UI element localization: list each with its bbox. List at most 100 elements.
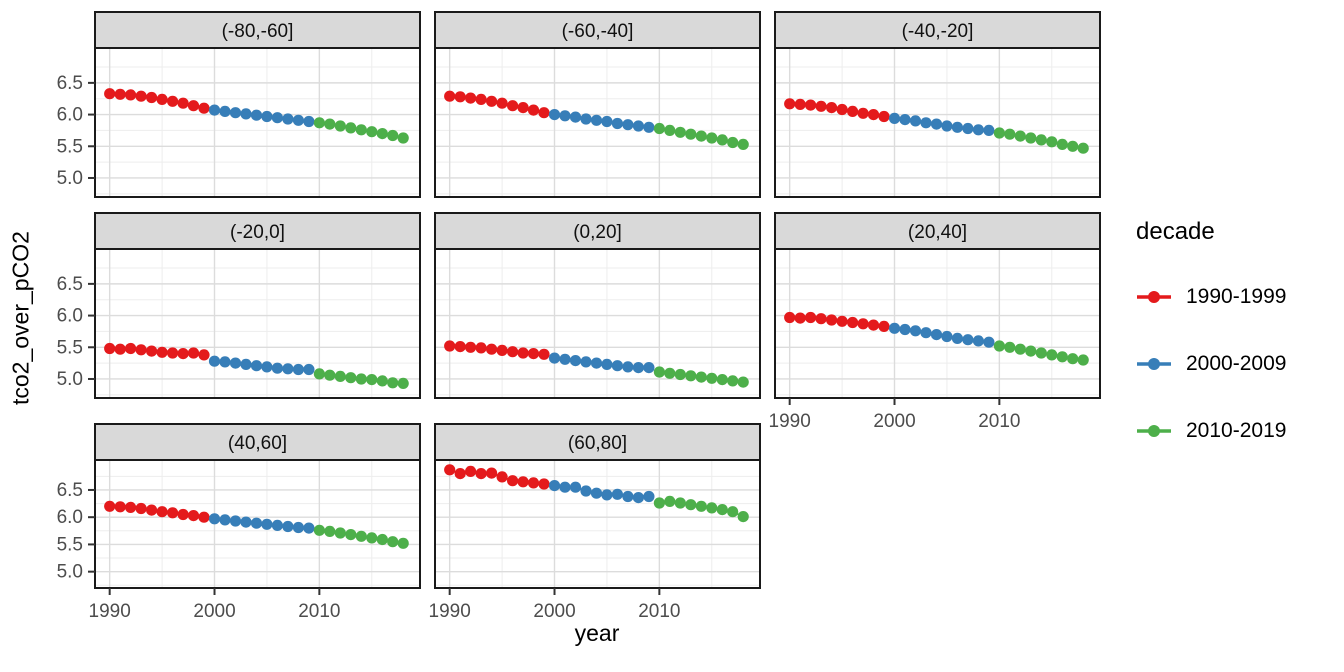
data-point: [187, 347, 200, 359]
series-2000-2009: [208, 355, 315, 376]
data-point: [664, 495, 676, 507]
facet-strip-label: (60,80]: [568, 433, 627, 454]
data-point: [611, 360, 624, 372]
data-point: [496, 344, 508, 356]
data-point: [376, 533, 388, 546]
data-point: [1056, 138, 1068, 150]
data-point: [135, 90, 147, 102]
data-point: [622, 119, 634, 131]
data-point: [909, 115, 922, 127]
data-point: [506, 475, 519, 487]
series-2010-2019: [313, 117, 409, 144]
series-2010-2019: [653, 495, 749, 523]
data-point: [334, 527, 346, 539]
data-point: [104, 88, 116, 100]
data-point: [366, 126, 378, 138]
x-tick-label: 2010: [298, 601, 340, 622]
data-point: [475, 93, 487, 105]
data-point: [622, 361, 634, 373]
data-point: [878, 110, 890, 123]
y-axis-title: tco2_over_pCO2: [7, 231, 34, 405]
data-point: [345, 122, 357, 134]
data-point: [187, 100, 200, 112]
data-point: [303, 115, 315, 128]
data-point: [601, 489, 613, 501]
data-point: [324, 369, 336, 381]
series-2000-2009: [888, 112, 995, 136]
data-point: [727, 506, 739, 518]
panel-border: [434, 47, 761, 198]
data-point: [465, 341, 477, 353]
data-point: [376, 128, 388, 140]
series-2010-2019: [993, 340, 1089, 366]
data-point: [1035, 347, 1047, 359]
facet-strip-label: (-40,-20]: [902, 21, 974, 42]
facet-(0,20]: (0,20]: [434, 212, 761, 399]
data-point: [1035, 134, 1047, 146]
legend-entry-1990-1999: 1990-1999: [1136, 276, 1341, 318]
data-point: [250, 109, 263, 121]
data-point: [1025, 132, 1037, 144]
x-tick-label: 2000: [873, 411, 915, 432]
data-point: [674, 497, 686, 509]
data-point: [486, 95, 498, 107]
series-2000-2009: [888, 322, 995, 348]
data-point: [240, 516, 252, 528]
data-point: [951, 121, 964, 133]
data-point: [465, 465, 477, 477]
data-point: [496, 471, 508, 483]
data-point: [899, 114, 911, 126]
data-point: [847, 316, 859, 329]
data-point: [486, 467, 498, 479]
legend-entry-2010-2019: 2010-2019: [1136, 410, 1341, 452]
panel-background: [95, 48, 420, 197]
legend-key-icon: [1137, 425, 1171, 437]
data-point: [909, 325, 922, 337]
data-point: [397, 537, 409, 549]
data-point: [475, 342, 487, 354]
facet-strip: [94, 11, 421, 49]
data-point: [685, 128, 697, 140]
data-point: [282, 113, 294, 125]
y-tick-label: 5.0: [57, 562, 83, 583]
data-point: [794, 312, 806, 324]
data-point: [727, 136, 739, 149]
series-1990-1999: [444, 464, 550, 490]
data-point: [664, 367, 676, 379]
series-1990-1999: [784, 311, 890, 332]
data-point: [334, 370, 346, 382]
data-point: [303, 363, 315, 376]
facet-strip: [434, 423, 761, 461]
data-point: [993, 127, 1006, 139]
data-point: [444, 464, 456, 476]
y-tick-label: 6.0: [57, 306, 83, 327]
y-tick-label: 5.5: [57, 337, 83, 358]
data-point: [1046, 349, 1058, 361]
data-point: [888, 322, 901, 334]
data-point: [198, 349, 210, 361]
data-point: [559, 481, 571, 493]
data-point: [167, 95, 179, 107]
data-point: [590, 114, 603, 126]
facet-strip-label: (40,60]: [228, 433, 287, 454]
data-point: [250, 517, 263, 529]
data-point: [208, 104, 221, 116]
facet-strip-label: (-20,0]: [230, 222, 285, 243]
legend-title: decade: [1136, 218, 1215, 245]
data-point: [104, 342, 116, 355]
data-point: [867, 319, 880, 331]
data-point: [282, 520, 294, 533]
series-2010-2019: [653, 122, 749, 150]
data-point: [538, 478, 550, 490]
data-point: [177, 508, 189, 521]
series-2000-2009: [548, 480, 655, 504]
data-point: [104, 500, 116, 512]
data-point: [156, 93, 168, 105]
data-point: [355, 373, 367, 385]
data-point: [135, 502, 147, 515]
data-point: [784, 98, 796, 110]
data-point: [496, 97, 508, 109]
data-point: [857, 107, 869, 119]
data-point: [1014, 343, 1026, 355]
